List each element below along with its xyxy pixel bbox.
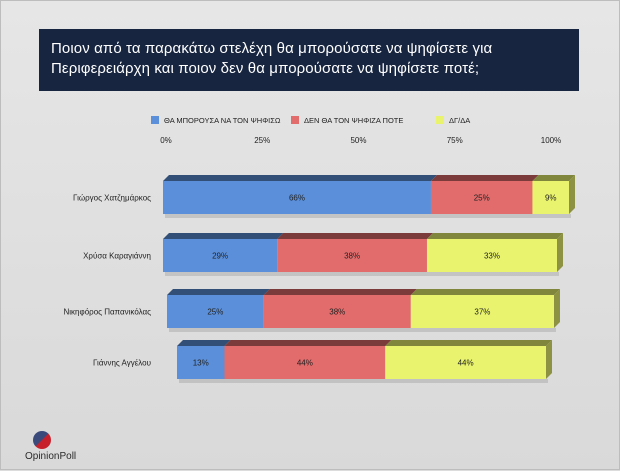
bar-end-cap	[554, 289, 560, 328]
bar-segment-top	[430, 175, 539, 181]
bar-segment-top	[426, 233, 563, 239]
bar-segment	[426, 239, 557, 272]
bar-shadow	[169, 328, 556, 332]
legend-label: ΔΕΝ ΘΑ ΤΟΝ ΨΗΦΙΖΑ ΠΟΤΕ	[304, 116, 403, 125]
bar-segment-top	[177, 340, 231, 346]
bar-shadow	[165, 214, 571, 218]
bar-segment	[532, 181, 569, 214]
data-label: 13%	[193, 359, 209, 368]
bar-segment	[177, 346, 225, 379]
data-label: 25%	[474, 194, 490, 203]
bar-end-cap	[569, 175, 575, 214]
legend-swatch	[151, 116, 159, 124]
data-label: 38%	[344, 252, 360, 261]
title-box: Ποιον από τα παρακάτω στελέχη θα μπορούσ…	[39, 29, 579, 91]
bar-segment	[163, 181, 431, 214]
bar-segment	[224, 346, 386, 379]
bar-segment	[263, 295, 411, 328]
bar-segment	[163, 239, 278, 272]
bar-segment-top	[277, 233, 433, 239]
category-label: Χρύσα Καραγιάννη	[83, 252, 151, 261]
bar-segment-top	[167, 289, 270, 295]
x-tick-label: 25%	[254, 136, 270, 145]
category-label: Νικηφόρος Παπανικόλας	[64, 308, 152, 317]
opinionpoll-logo: OpinionPoll	[25, 431, 85, 467]
data-label: 66%	[289, 194, 305, 203]
logo-text: OpinionPoll	[25, 451, 77, 462]
legend-swatch	[291, 116, 299, 124]
data-label: 44%	[458, 359, 474, 368]
chart-title-line-2: Περιφερειάρχη και ποιον δεν θα μπορούσατ…	[51, 60, 480, 77]
bar-segment-top	[163, 233, 284, 239]
bar-segment-top	[224, 340, 392, 346]
bar-segment	[167, 295, 264, 328]
bar-segment-top	[410, 289, 560, 295]
data-label: 33%	[484, 252, 500, 261]
legend-label: ΘΑ ΜΠΟΡΟΥΣΑ ΝΑ ΤΟΝ ΨΗΦΙΣΩ	[164, 116, 281, 125]
bar-segment	[430, 181, 533, 214]
bar-segment-top	[163, 175, 437, 181]
x-tick-label: 75%	[447, 136, 463, 145]
legend-label: ΔΓ/ΔΑ	[449, 116, 470, 125]
bar-segment-top	[532, 175, 575, 181]
x-tick-label: 50%	[350, 136, 366, 145]
bar-shadow	[179, 379, 548, 383]
bar-segment-top	[385, 340, 552, 346]
data-label: 25%	[207, 308, 223, 317]
bar-segment-top	[263, 289, 417, 295]
bar-segment	[385, 346, 546, 379]
legend-swatch	[436, 116, 444, 124]
x-tick-label: 100%	[541, 136, 561, 145]
bar-end-cap	[546, 340, 552, 379]
data-label: 37%	[474, 308, 490, 317]
logo-circle-icon	[33, 431, 51, 449]
x-tick-label: 0%	[160, 136, 172, 145]
category-label: Γιάννης Αγγέλου	[93, 359, 151, 368]
data-label: 44%	[297, 359, 313, 368]
data-label: 38%	[329, 308, 345, 317]
data-label: 29%	[212, 252, 228, 261]
bar-segment	[410, 295, 554, 328]
bar-segment	[277, 239, 427, 272]
category-label: Γιώργος Χατζημάρκος	[73, 194, 151, 203]
bar-end-cap	[557, 233, 563, 272]
data-label: 9%	[545, 194, 557, 203]
bar-shadow	[165, 272, 559, 276]
chart-title-line-1: Ποιον από τα παρακάτω στελέχη θα μπορούσ…	[51, 40, 493, 57]
